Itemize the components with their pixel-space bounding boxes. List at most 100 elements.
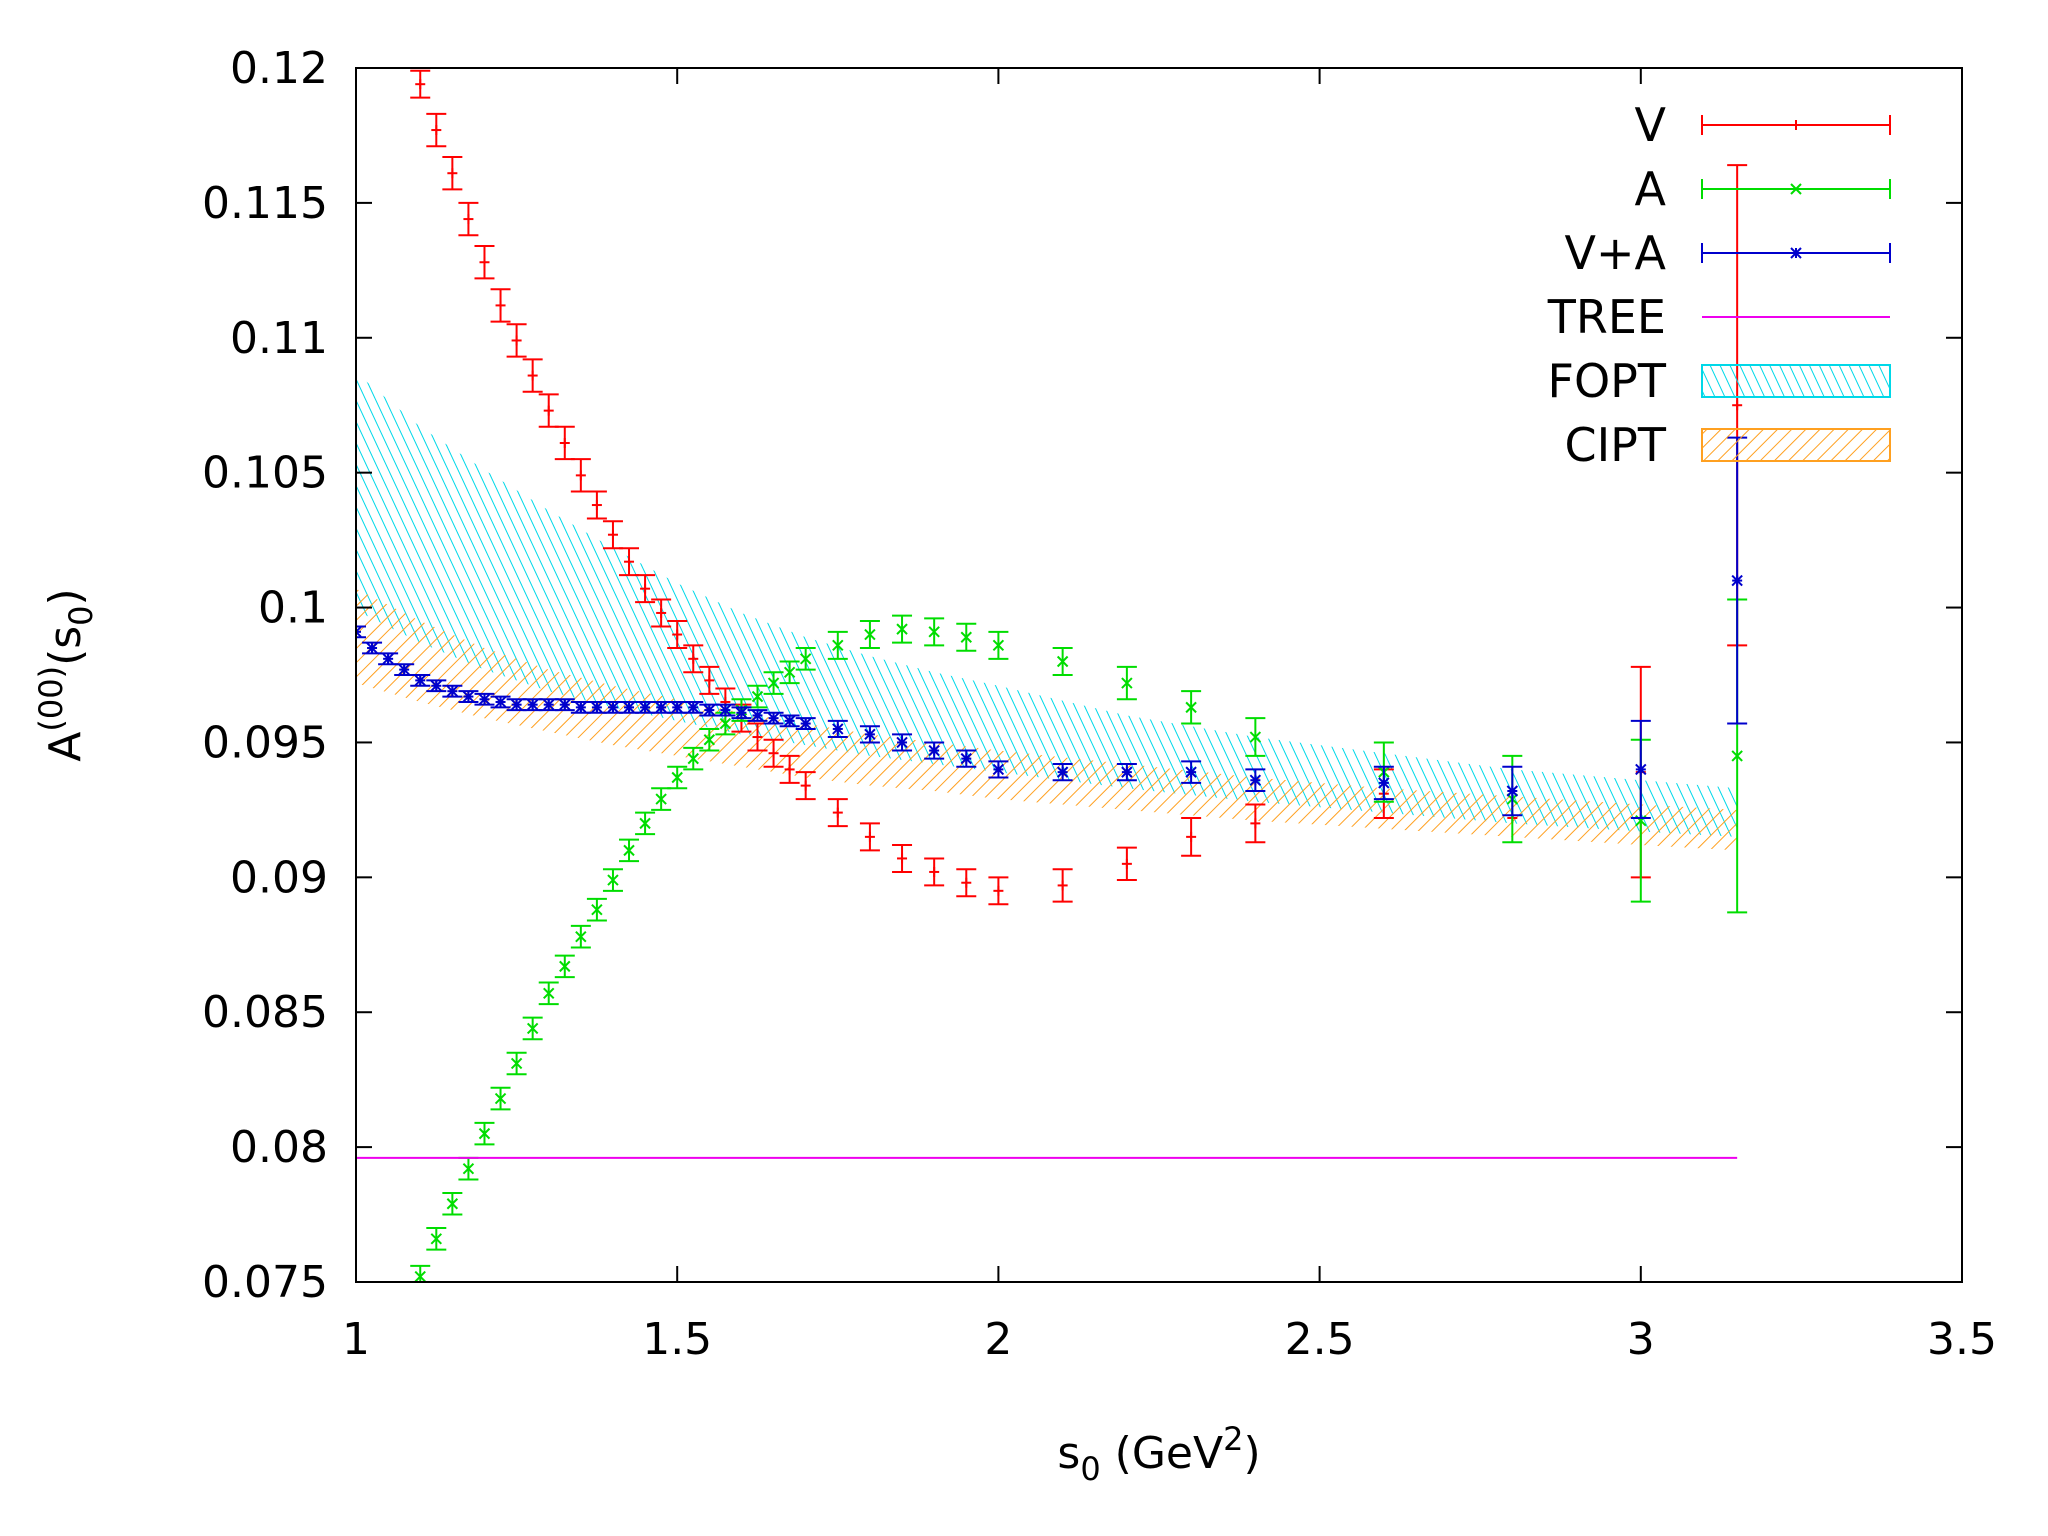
point-v xyxy=(892,843,913,873)
point-vplusa xyxy=(1373,765,1394,801)
point-a xyxy=(763,671,784,695)
y-axis-title-main: A xyxy=(40,732,91,762)
point-vplusa xyxy=(683,700,704,714)
point-a xyxy=(522,1016,543,1041)
point-vplusa xyxy=(956,749,977,768)
point-a xyxy=(570,924,591,949)
point-vplusa xyxy=(410,674,431,687)
point-vplusa xyxy=(474,692,495,706)
point-v xyxy=(988,876,1009,906)
y-tick-label: 0.08 xyxy=(230,1122,328,1173)
x-axis-title-main: s xyxy=(1057,1428,1080,1479)
legend-swatch xyxy=(1701,364,1891,398)
point-a xyxy=(924,617,945,647)
y-tick-label: 0.09 xyxy=(230,852,328,903)
point-v xyxy=(426,112,447,148)
point-a xyxy=(442,1191,463,1216)
point-vplusa xyxy=(1502,765,1523,817)
series-a xyxy=(410,598,1748,1282)
point-a xyxy=(795,647,816,671)
legend-item-a: A xyxy=(1635,162,1891,216)
point-vplusa xyxy=(731,706,752,720)
point-v xyxy=(506,323,527,358)
legend-label: FOPT xyxy=(1547,354,1666,408)
legend-item-tree: TREE xyxy=(1547,290,1890,344)
point-v xyxy=(442,156,463,191)
x-axis-title-unit: (GeV xyxy=(1101,1428,1223,1479)
point-vplusa xyxy=(1727,436,1748,725)
point-vplusa xyxy=(988,760,1009,779)
point-a xyxy=(892,614,913,644)
legend-label: A xyxy=(1635,162,1667,216)
point-v xyxy=(490,288,511,323)
point-vplusa xyxy=(924,741,945,760)
y-axis-title-close: ) xyxy=(40,588,91,605)
x-axis-title: s0 (GeV2) xyxy=(1057,1420,1260,1488)
point-a xyxy=(988,630,1009,660)
point-v xyxy=(474,245,495,280)
x-tick-label: 1.5 xyxy=(642,1314,712,1365)
y-tick-label: 0.095 xyxy=(202,717,328,768)
y-axis-title-sub: 0 xyxy=(62,605,100,625)
legend-label: V xyxy=(1635,98,1667,152)
point-a xyxy=(602,868,623,892)
point-a xyxy=(956,622,977,652)
point-a xyxy=(699,727,720,752)
point-v xyxy=(763,738,784,768)
point-a xyxy=(426,1227,447,1251)
point-vplusa xyxy=(458,690,479,703)
point-vplusa xyxy=(1245,768,1266,793)
point-a xyxy=(779,660,800,685)
point-vplusa xyxy=(442,684,463,698)
point-vplusa xyxy=(1116,763,1137,782)
point-v xyxy=(538,393,559,428)
plot-frame xyxy=(355,67,1963,1283)
point-v xyxy=(586,490,607,520)
point-a xyxy=(859,620,880,650)
y-axis-title-sup: (00) xyxy=(32,666,70,732)
point-v xyxy=(956,868,977,898)
y-tick-label: 0.075 xyxy=(202,1257,328,1308)
x-tick-label: 3.5 xyxy=(1927,1314,1997,1365)
x-tick-label: 3 xyxy=(1627,1314,1655,1365)
x-axis-title-sub: 0 xyxy=(1080,1450,1100,1488)
x-tick-label: 2 xyxy=(984,1314,1012,1365)
point-vplusa xyxy=(1052,763,1073,782)
point-v xyxy=(1052,868,1073,903)
point-vplusa xyxy=(715,703,736,717)
point-a xyxy=(1181,690,1202,725)
y-tick-label: 0.085 xyxy=(202,987,328,1038)
point-v xyxy=(635,574,656,604)
point-a xyxy=(1245,717,1266,757)
x-axis-title-sup: 2 xyxy=(1223,1420,1243,1458)
point-vplusa xyxy=(356,625,366,639)
point-vplusa xyxy=(490,695,511,709)
legend-item-fopt: FOPT xyxy=(1547,354,1891,408)
point-vplusa xyxy=(554,698,575,712)
legend: VA V+A TREE FOPT CIPT xyxy=(1547,98,1891,472)
axes-layer: 1 1.5 2 2.5 3 3.5 0.075 0.08 0.085 0.09 0.095 0.1 0.… xyxy=(202,43,1997,1365)
bands-layer xyxy=(356,372,1738,851)
point-vplusa xyxy=(378,652,399,666)
y-tick-label: 0.11 xyxy=(230,313,328,364)
legend-label: V+A xyxy=(1565,226,1667,280)
legend-item-v: V xyxy=(1635,98,1891,152)
point-v xyxy=(410,69,431,99)
point-a xyxy=(1116,665,1137,701)
point-a xyxy=(490,1086,511,1111)
legend-swatch xyxy=(1701,428,1891,462)
point-vplusa xyxy=(827,719,848,739)
y-tick-label: 0.1 xyxy=(258,583,328,634)
point-a xyxy=(410,1264,431,1282)
y-tick-label: 0.115 xyxy=(202,178,328,229)
point-vplusa xyxy=(779,714,800,728)
point-v xyxy=(795,771,816,801)
series-layer xyxy=(356,69,1748,1282)
point-v xyxy=(779,754,800,784)
point-a xyxy=(619,838,640,863)
legend-item-vplusa: V+A xyxy=(1565,226,1891,280)
point-vplusa xyxy=(747,709,768,722)
y-tick-label: 0.12 xyxy=(230,43,328,94)
x-tick-label: 2.5 xyxy=(1285,1314,1355,1365)
x-axis-title-close: ) xyxy=(1243,1428,1260,1479)
